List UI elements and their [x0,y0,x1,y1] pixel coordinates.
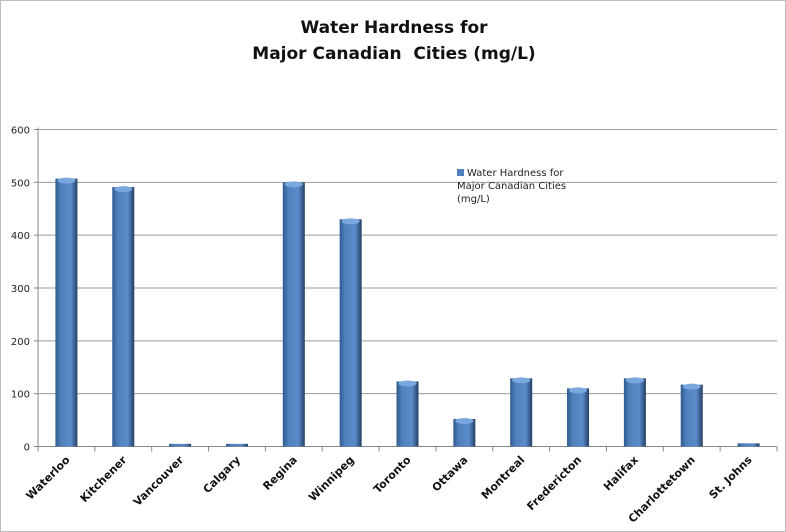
y-tick-label: 0 [24,443,30,454]
x-tick-label: Kitchener [78,453,130,505]
x-tick-label: Waterloo [24,453,73,502]
bar [339,219,362,447]
x-tick-label: Toronto [371,453,414,496]
chart-title: Water Hardness for Major Canadian Cities… [1,15,785,67]
x-tick-label: Regina [260,453,299,492]
x-tick-label: Calgary [201,453,244,496]
bar [680,384,703,447]
y-tick-label: 200 [11,337,30,348]
x-tick-label: Ottawa [430,453,471,494]
bar [453,419,476,447]
bar-highlight [57,177,76,184]
bar-highlight [682,383,701,390]
y-tick-label: 400 [11,231,30,242]
legend: Water Hardness for Major Canadian Cities… [457,167,567,206]
bar-highlight [625,377,644,384]
bar [112,187,135,447]
chart-title-line-2: Major Canadian Cities (mg/L) [252,44,536,64]
bar-highlight [455,418,474,425]
bar [169,443,192,447]
bar [396,381,419,447]
bar [225,443,248,447]
y-tick-label: 300 [11,284,30,295]
bar [510,378,533,447]
legend-label: Water Hardness for Major Canadian Cities… [457,168,567,205]
y-tick-label: 600 [11,126,30,137]
bar [567,388,590,447]
chart-title-line-1: Water Hardness for [300,18,488,38]
bar-highlight [284,181,303,188]
bar [737,443,760,447]
x-tick-label: Winnipeg [306,453,357,504]
bar-highlight [398,380,417,387]
x-tick-label: Vancouver [131,453,187,509]
x-tick-label: Halifax [601,453,641,493]
legend-swatch [457,169,464,176]
bar-highlight [569,387,588,394]
x-tick-label: Fredericton [524,453,584,513]
bar-highlight [512,377,531,384]
y-tick-label: 500 [11,178,30,189]
bar [623,378,646,447]
x-tick-label: St. Johns [707,453,755,501]
bar [55,178,78,447]
y-tick-label: 100 [11,390,30,401]
bar [282,182,305,447]
bar-highlight [341,218,360,225]
x-tick-label: Montreal [479,453,528,502]
bar-highlight [114,186,133,193]
